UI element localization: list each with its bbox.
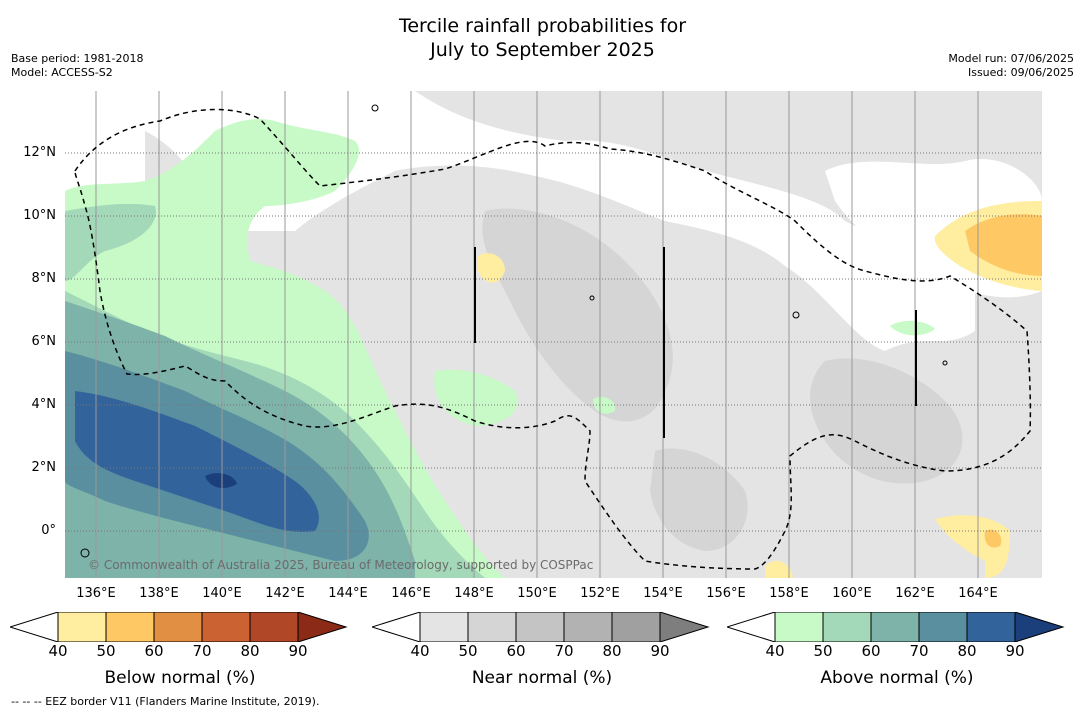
- below-tick-90: 90: [288, 642, 308, 660]
- lat-label-10n: 10°N: [23, 208, 56, 223]
- above-tick-70: 70: [909, 642, 929, 660]
- map-svg: [65, 91, 1042, 578]
- lon-label-144e: 144°E: [328, 586, 368, 601]
- colorbar-below-normal: 40 50 60 70 80 90 Below normal (%): [8, 611, 350, 692]
- near-tick-40: 40: [410, 642, 430, 660]
- above-normal-90: [205, 473, 237, 488]
- near-normal-60: [482, 208, 673, 422]
- islands: [80, 104, 948, 558]
- below-tick-40: 40: [48, 642, 68, 660]
- colorbar-near-swatches: [370, 611, 710, 643]
- lon-label-164e: 164°E: [958, 586, 998, 601]
- below-normal-50-east: [965, 214, 1042, 276]
- below-tick-50: 50: [96, 642, 116, 660]
- lon-label-158e: 158°E: [769, 586, 809, 601]
- near-tick-90: 90: [650, 642, 670, 660]
- above-normal-40-small: [593, 396, 616, 414]
- copyright-text: © Commonwealth of Australia 2025, Bureau…: [88, 558, 594, 572]
- below-normal-50-south: [984, 529, 1002, 548]
- lon-label-142e: 142°E: [265, 586, 305, 601]
- title-line-1: Tercile rainfall probabilities for: [398, 15, 687, 37]
- issued-date: Issued: 09/06/2025: [967, 66, 1074, 79]
- lon-label-136e: 136°E: [76, 586, 116, 601]
- lat-label-0: 0°: [41, 523, 56, 538]
- lon-label-152e: 152°E: [580, 586, 620, 601]
- lon-label-146e: 146°E: [391, 586, 431, 601]
- below-normal-title: Below normal (%): [104, 668, 256, 688]
- boundary-lines: [474, 247, 917, 438]
- base-period: Base period: 1981-2018: [11, 52, 144, 65]
- above-normal-80: [75, 391, 319, 532]
- colorbar-below-swatches: [8, 611, 348, 643]
- lat-label-2n: 2°N: [31, 460, 57, 475]
- lat-label-8n: 8°N: [31, 271, 57, 286]
- lat-label-12n: 12°N: [23, 145, 56, 160]
- above-tick-60: 60: [861, 642, 881, 660]
- near-normal-title: Near normal (%): [471, 668, 613, 688]
- gridlines: [95, 91, 979, 578]
- colorbar-near-normal: 40 50 60 70 80 90 Near normal (%): [370, 611, 712, 692]
- near-tick-50: 50: [458, 642, 478, 660]
- eez-border: [74, 108, 1032, 570]
- near-normal-60-east: [810, 358, 963, 484]
- above-tick-50: 50: [813, 642, 833, 660]
- above-normal-40-east: [890, 320, 935, 336]
- near-normal-60-south: [650, 448, 748, 551]
- near-tick-80: 80: [602, 642, 622, 660]
- lon-label-162e: 162°E: [895, 586, 935, 601]
- colorbar-above-swatches: [725, 611, 1065, 643]
- near-tick-70: 70: [554, 642, 574, 660]
- lon-label-150e: 150°E: [517, 586, 557, 601]
- latitude-gridlines: [65, 152, 1042, 532]
- below-tick-70: 70: [192, 642, 212, 660]
- lon-label-138e: 138°E: [139, 586, 179, 601]
- colorbar-above-normal: 40 50 60 70 80 90 Above normal (%): [725, 611, 1067, 692]
- model-run: Model run: 07/06/2025: [948, 52, 1074, 65]
- lon-label-148e: 148°E: [454, 586, 494, 601]
- lat-label-6n: 6°N: [31, 334, 57, 349]
- eez-footnote: -- -- -- EEZ border V11 (Flanders Marine…: [11, 695, 320, 708]
- below-normal-40-north: [478, 253, 505, 283]
- lon-label-156e: 156°E: [706, 586, 746, 601]
- meta-right: Model run: 07/06/2025 Issued: 09/06/2025: [948, 52, 1074, 80]
- lon-label-160e: 160°E: [832, 586, 872, 601]
- forecast-map: [65, 91, 1042, 578]
- below-normal-40-sw: [765, 560, 793, 578]
- above-tick-40: 40: [765, 642, 785, 660]
- lon-label-154e: 154°E: [643, 586, 683, 601]
- map-title: Tercile rainfall probabilities for July …: [0, 14, 1085, 62]
- model-name: Model: ACCESS-S2: [11, 66, 113, 79]
- above-tick-90: 90: [1005, 642, 1025, 660]
- lat-label-4n: 4°N: [31, 397, 57, 412]
- title-line-2: July to September 2025: [430, 39, 655, 61]
- meta-left: Base period: 1981-2018 Model: ACCESS-S2: [11, 52, 143, 80]
- below-tick-60: 60: [144, 642, 164, 660]
- lon-label-140e: 140°E: [202, 586, 242, 601]
- above-tick-80: 80: [957, 642, 977, 660]
- above-normal-title: Above normal (%): [820, 668, 974, 688]
- near-tick-60: 60: [506, 642, 526, 660]
- below-tick-80: 80: [240, 642, 260, 660]
